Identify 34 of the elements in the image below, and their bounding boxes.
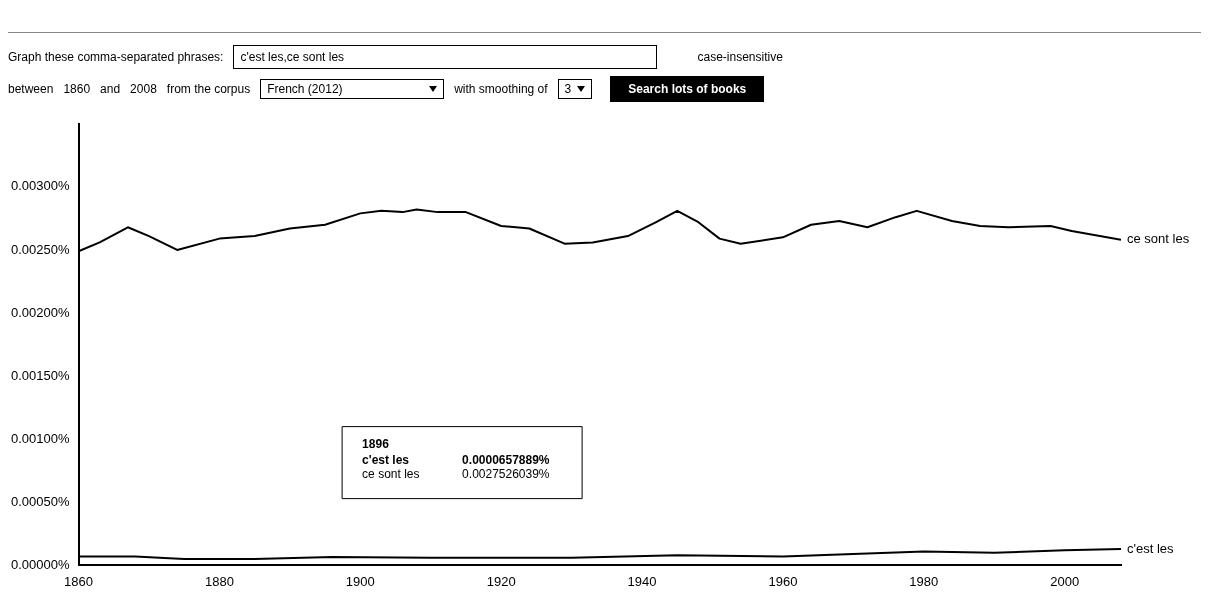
y-tick-label: 0.00100% xyxy=(10,430,70,446)
x-tick-label: 1900 xyxy=(345,573,375,589)
text: 3 xyxy=(557,79,593,99)
text: c'est les,ce sont les xyxy=(233,45,658,69)
annotation: 0.0027526039% xyxy=(462,466,550,481)
y-tick-label: 0.00300% xyxy=(10,178,70,194)
annotation: c'est les xyxy=(362,452,410,467)
annotation: ce sont les xyxy=(362,466,420,481)
text: from the corpus xyxy=(166,82,251,96)
x-tick-label: 1940 xyxy=(627,573,657,589)
text: with smoothing of xyxy=(454,82,548,96)
series-label: c'est les xyxy=(1127,540,1175,556)
text: Graph these comma-separated phrases: xyxy=(8,50,224,64)
text: 1860 xyxy=(63,82,91,96)
text: and xyxy=(100,82,121,96)
y-tick-label: 0.00000% xyxy=(10,556,70,572)
text: Search lots of books xyxy=(610,76,765,102)
x-tick-label: 1960 xyxy=(768,573,798,589)
y-tick-label: 0.00150% xyxy=(10,367,70,383)
text: case-insensitive xyxy=(697,50,783,64)
x-tick-label: 1860 xyxy=(64,573,94,589)
x-tick-label: 1980 xyxy=(909,573,939,589)
y-tick-label: 0.00200% xyxy=(10,304,70,320)
text: 2008 xyxy=(130,82,157,96)
annotation: 1896 xyxy=(362,436,390,451)
text: between xyxy=(8,82,54,96)
y-tick-label: 0.00250% xyxy=(10,241,70,257)
x-tick-label: 1920 xyxy=(486,573,516,589)
x-tick-label: 1880 xyxy=(204,573,234,589)
y-tick-label: 0.00050% xyxy=(10,493,70,509)
x-tick-label: 2000 xyxy=(1050,573,1080,589)
text: French (2012) xyxy=(260,79,445,99)
annotation: 0.0000657889% xyxy=(462,452,550,467)
series-label: ce sont les xyxy=(1127,231,1190,247)
